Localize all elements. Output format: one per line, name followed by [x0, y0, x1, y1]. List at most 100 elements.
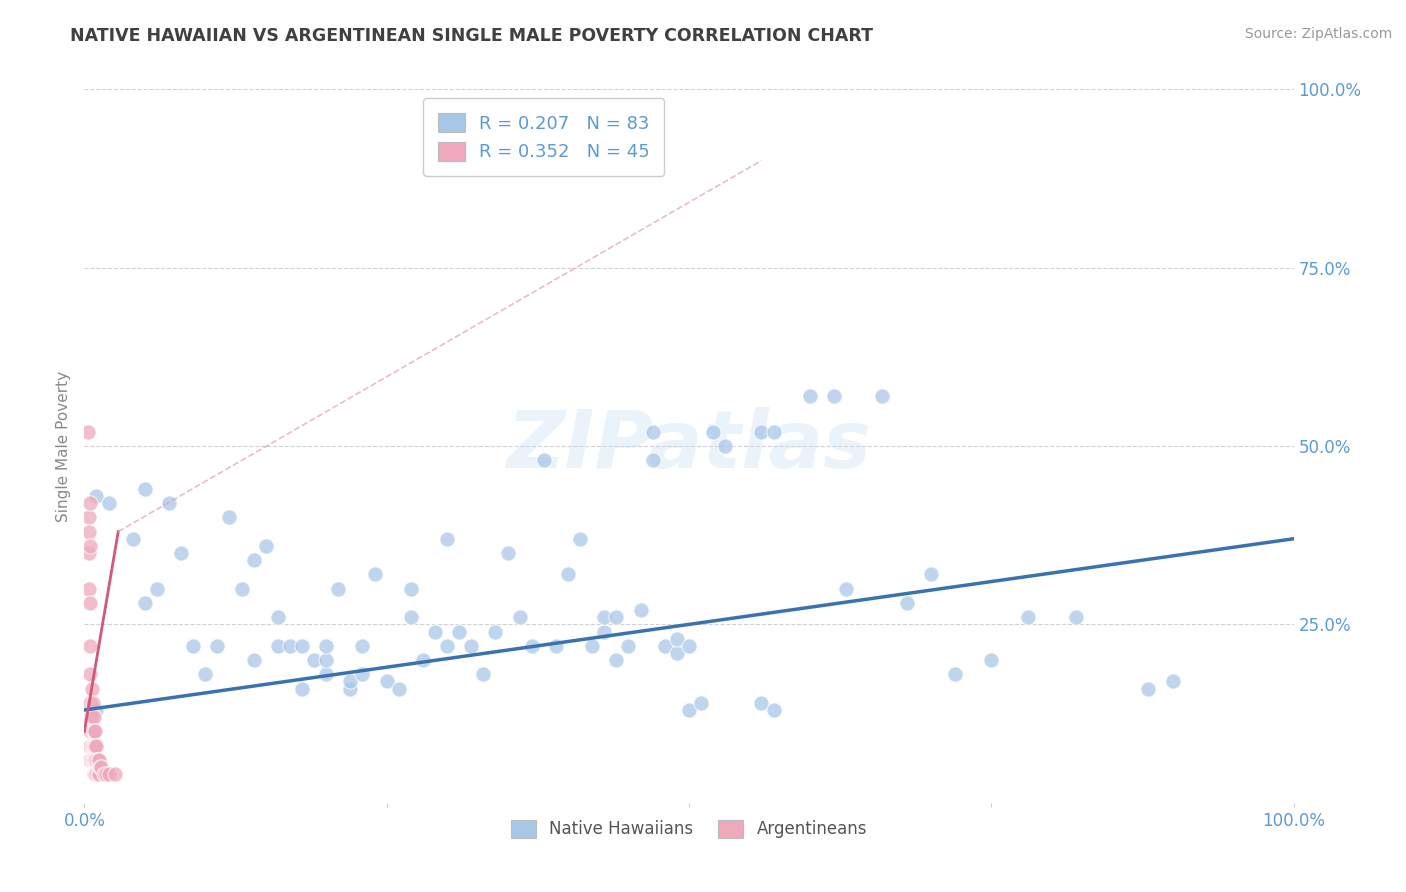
Point	[943, 667, 966, 681]
Point	[678, 639, 700, 653]
Point	[79, 710, 101, 724]
Point	[90, 760, 112, 774]
Point	[93, 767, 115, 781]
Point	[714, 439, 737, 453]
Point	[82, 696, 104, 710]
Point	[231, 582, 253, 596]
Point	[194, 667, 217, 681]
Point	[896, 596, 918, 610]
Point	[157, 496, 180, 510]
Legend: Native Hawaiians, Argentineans: Native Hawaiians, Argentineans	[498, 806, 880, 852]
Point	[339, 674, 361, 689]
Point	[86, 703, 108, 717]
Point	[79, 667, 101, 681]
Point	[87, 753, 110, 767]
Point	[79, 724, 101, 739]
Point	[484, 624, 506, 639]
Point	[207, 639, 229, 653]
Point	[170, 546, 193, 560]
Point	[762, 425, 785, 439]
Point	[872, 389, 894, 403]
Point	[94, 767, 117, 781]
Point	[363, 567, 385, 582]
Point	[412, 653, 434, 667]
Point	[690, 696, 713, 710]
Point	[557, 567, 579, 582]
Point	[399, 610, 422, 624]
Point	[702, 425, 724, 439]
Point	[472, 667, 495, 681]
Point	[328, 582, 350, 596]
Point	[267, 610, 290, 624]
Point	[86, 753, 108, 767]
Point	[242, 653, 264, 667]
Point	[423, 624, 446, 639]
Point	[751, 696, 773, 710]
Point	[79, 753, 101, 767]
Point	[82, 739, 104, 753]
Point	[80, 681, 103, 696]
Point	[496, 546, 519, 560]
Point	[581, 639, 603, 653]
Point	[449, 624, 471, 639]
Point	[121, 532, 143, 546]
Y-axis label: Single Male Poverty: Single Male Poverty	[56, 370, 72, 522]
Point	[630, 603, 652, 617]
Point	[980, 653, 1002, 667]
Point	[605, 610, 627, 624]
Point	[77, 582, 100, 596]
Point	[86, 767, 108, 781]
Point	[84, 767, 107, 781]
Point	[920, 567, 942, 582]
Point	[146, 582, 169, 596]
Point	[678, 703, 700, 717]
Point	[823, 389, 845, 403]
Point	[79, 696, 101, 710]
Point	[302, 653, 325, 667]
Point	[82, 724, 104, 739]
Point	[86, 767, 108, 781]
Point	[84, 724, 107, 739]
Point	[544, 639, 567, 653]
Point	[97, 767, 120, 781]
Point	[86, 753, 108, 767]
Point	[267, 639, 290, 653]
Text: ZIPatlas: ZIPatlas	[506, 407, 872, 485]
Point	[77, 524, 100, 539]
Point	[218, 510, 240, 524]
Point	[605, 653, 627, 667]
Point	[520, 639, 543, 653]
Point	[254, 539, 277, 553]
Point	[86, 739, 108, 753]
Point	[83, 753, 105, 767]
Point	[84, 753, 107, 767]
Point	[134, 596, 156, 610]
Point	[352, 667, 374, 681]
Point	[83, 739, 105, 753]
Point	[97, 496, 120, 510]
Point	[77, 425, 100, 439]
Point	[762, 703, 785, 717]
Point	[617, 639, 640, 653]
Point	[315, 653, 337, 667]
Point	[83, 710, 105, 724]
Point	[569, 532, 592, 546]
Point	[436, 532, 458, 546]
Point	[83, 767, 105, 781]
Point	[278, 639, 301, 653]
Point	[80, 753, 103, 767]
Point	[436, 639, 458, 653]
Point	[84, 739, 107, 753]
Point	[641, 425, 664, 439]
Point	[593, 610, 616, 624]
Point	[86, 489, 108, 503]
Point	[533, 453, 555, 467]
Text: NATIVE HAWAIIAN VS ARGENTINEAN SINGLE MALE POVERTY CORRELATION CHART: NATIVE HAWAIIAN VS ARGENTINEAN SINGLE MA…	[70, 27, 873, 45]
Point	[509, 610, 531, 624]
Text: Source: ZipAtlas.com: Source: ZipAtlas.com	[1244, 27, 1392, 41]
Point	[665, 632, 688, 646]
Point	[242, 553, 264, 567]
Point	[388, 681, 411, 696]
Point	[339, 681, 361, 696]
Point	[82, 753, 104, 767]
